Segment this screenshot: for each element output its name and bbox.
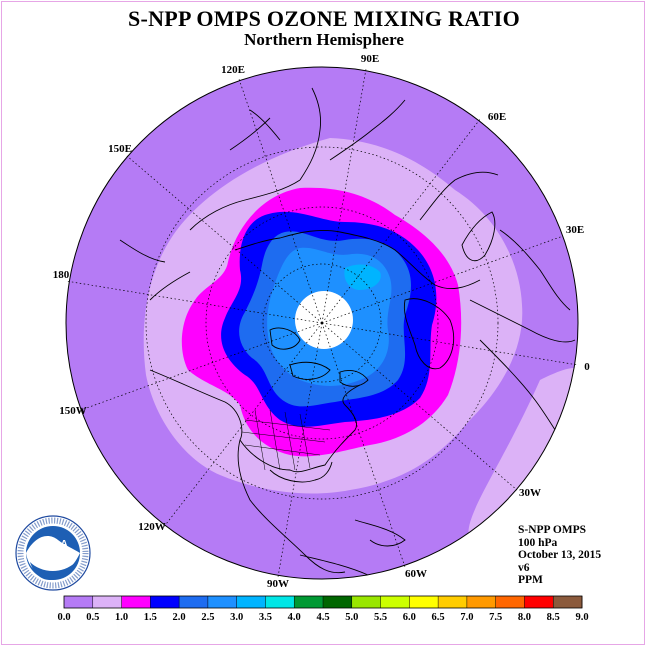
colorbar-cell [380,596,410,608]
colorbar-tick-label: 8.0 [518,612,531,623]
colorbar-tick-label: 2.5 [201,612,214,623]
colorbar-cell [121,596,151,608]
lon-label-0: 0 [584,361,590,373]
lon-label-180: 180 [53,269,70,281]
latitude-circles [145,146,499,500]
noaa-logo: NOAA [15,515,91,591]
colorbar-cell [495,596,525,608]
info-date: October 13, 2015 [518,549,602,562]
colorbar-tick-label: 1.5 [144,612,157,623]
colorbar-cell [524,596,554,608]
colorbar-cell [265,596,295,608]
colorbar-cell [207,596,238,608]
map-title: S-NPP OMPS OZONE MIXING RATIO [127,6,521,31]
colorbar-cell [323,596,353,608]
lon-label-60e: 60E [488,111,506,123]
colorbar-tick-label: 7.0 [460,612,473,623]
colorbar-tick-label: 3.5 [259,612,272,623]
colorbar-tick-label: 7.5 [489,612,502,623]
colorbar-cell [92,596,123,608]
colorbar-tick-label: 8.5 [547,612,560,623]
colorbar-cell [351,596,382,608]
colorbar-cell [553,596,583,608]
lon-label-90w: 90W [267,578,289,590]
info-instrument: S-NPP OMPS [518,524,587,536]
map-subtitle: Northern Hemisphere [244,30,404,49]
colorbar-tick-label: 5.5 [374,612,387,623]
band-3.0-3.5 [344,264,381,290]
colorbar-cell [409,596,439,608]
pole-no-data [295,291,353,349]
lon-label-30w: 30W [519,487,541,499]
lon-label-60w: 60W [405,568,427,580]
info-panel: S-NPP OMPS 100 hPa October 13, 2015 v6 P… [518,524,601,587]
colorbar-tick-label: 0.5 [86,612,99,623]
lon-label-30e: 30E [566,224,584,236]
colorbar-tick-label: 4.5 [316,612,329,623]
colorbar-tick-label: 0.0 [57,612,70,623]
colorbar-tick-label: 6.0 [403,612,416,623]
lon-label-90e: 90E [361,53,379,65]
longitude-labels: 90E 60E 30E 0 30W 60W 90W 120W 150W 180 … [53,53,591,590]
colorbar-tick-label: 2.0 [173,612,186,623]
colorbar-cell [150,596,180,608]
colorbar-cell [466,596,497,608]
colorbar-cell [236,596,266,608]
colorbar-cell [438,596,468,608]
noaa-logo-text: NOAA [38,539,67,550]
colorbar: 0.0 0.5 1.0 1.5 2.0 2.5 3.0 3.5 4.0 4.5 5.0 5.5 6.0 6… [57,595,589,623]
colorbar-cell [179,596,209,608]
state-boundaries [241,409,331,471]
coastlines [119,87,576,579]
colorbar-tick-label: 4.0 [288,612,301,623]
colorbar-tick-label: 1.0 [115,612,128,623]
info-level: 100 hPa [518,536,558,549]
info-version: v6 [518,561,530,574]
colorbar-cell [64,596,94,608]
colorbar-cell [294,596,324,608]
info-units: PPM [518,574,543,587]
colorbar-tick-label: 3.0 [230,612,243,623]
colorbar-tick-label: 5.0 [345,612,358,623]
colorbar-tick-label: 9.0 [575,612,588,623]
lon-label-120w: 120W [138,521,166,533]
colorbar-tick-label: 6.5 [432,612,445,623]
hemisphere-boundary [65,66,579,580]
lon-label-120e: 120E [221,64,245,76]
lon-label-150e: 150E [108,143,132,155]
meridians [65,68,579,578]
lon-label-150w: 150W [59,405,87,417]
